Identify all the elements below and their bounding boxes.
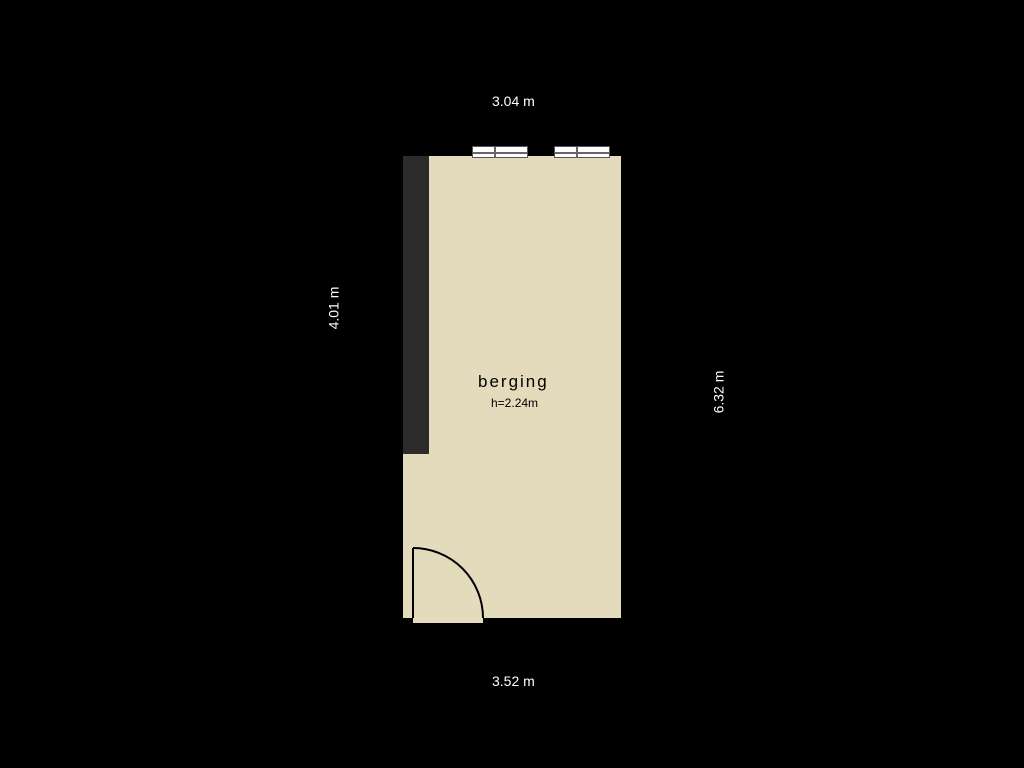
room-name-label: berging [478,372,549,392]
floorplan-canvas: berging h=2.24m 3.04 m 3.52 m 4.01 m 6.32 m [0,0,1024,768]
room-height-label: h=2.24m [491,396,538,410]
dimension-right: 6.32 m [710,371,726,414]
dimension-left: 4.01 m [325,287,341,330]
dimension-bottom: 3.52 m [492,673,535,689]
dimension-top: 3.04 m [492,93,535,109]
